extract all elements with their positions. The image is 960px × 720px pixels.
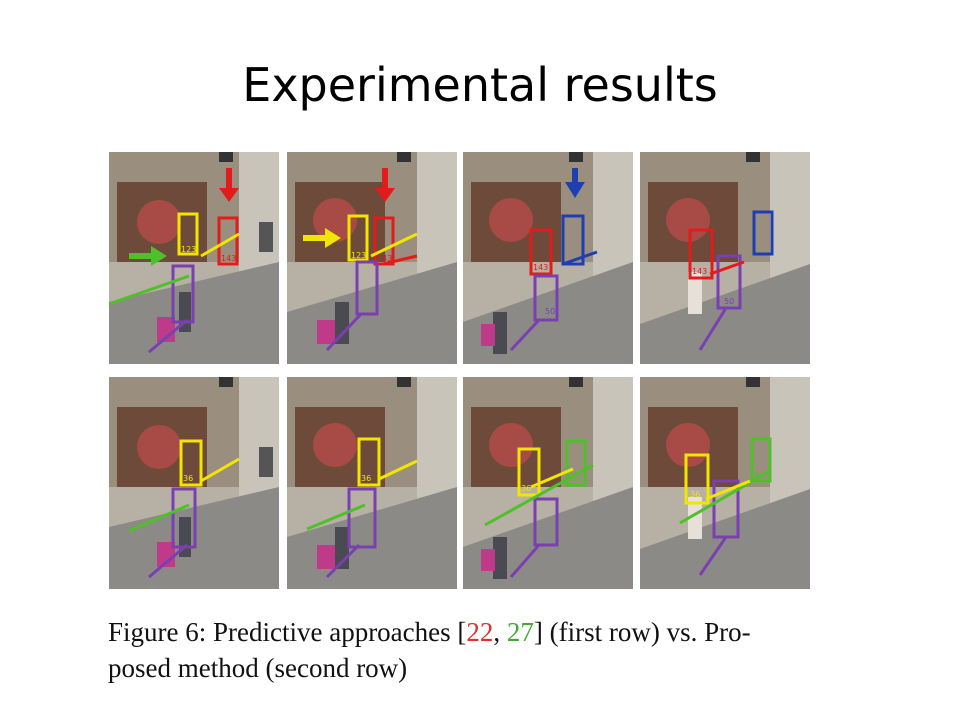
figure-panel-row2-frame2: 36 bbox=[287, 377, 457, 589]
track-label: 123 bbox=[351, 251, 366, 260]
track-label: 143 bbox=[221, 254, 236, 263]
track-box-red bbox=[529, 228, 553, 276]
track-box-green bbox=[565, 439, 587, 487]
track-label: 143 bbox=[377, 254, 392, 263]
track-label: 36 bbox=[690, 490, 700, 499]
green-arrow-icon bbox=[129, 246, 167, 266]
track-label: 50 bbox=[724, 297, 734, 306]
caption-separator: , bbox=[493, 617, 507, 647]
track-label: 36 bbox=[183, 474, 193, 483]
figure-caption: Figure 6: Predictive approaches [22, 27]… bbox=[108, 614, 828, 686]
track-label: 50 bbox=[569, 474, 579, 483]
track-box-blue bbox=[752, 210, 774, 256]
caption-prefix: Figure 6: Predictive approaches [ bbox=[108, 617, 467, 647]
figure-panel-row2-frame3: 36 50 bbox=[463, 377, 633, 589]
figure-panel-row1-frame3: 143 50 bbox=[463, 152, 633, 364]
blue-arrow-icon bbox=[565, 168, 585, 198]
track-box-green bbox=[750, 437, 772, 483]
figure-panel-row2-frame1: 36 bbox=[109, 377, 279, 589]
track-label: 123 bbox=[181, 245, 196, 254]
track-box-purple bbox=[533, 497, 559, 547]
slide-title: Experimental results bbox=[242, 58, 718, 112]
track-label: 50 bbox=[545, 307, 555, 316]
track-box-yellow bbox=[177, 212, 199, 256]
track-box-purple bbox=[533, 274, 559, 322]
track-box-purple bbox=[347, 487, 377, 549]
red-arrow-icon bbox=[375, 168, 395, 202]
caption-line-2: posed method (second row) bbox=[108, 653, 408, 683]
track-label: 143 bbox=[533, 263, 548, 272]
track-label: 36 bbox=[521, 484, 531, 493]
red-arrow-icon bbox=[219, 168, 239, 202]
track-label: 50 bbox=[754, 470, 764, 479]
track-box-purple bbox=[355, 260, 379, 316]
track-box-red bbox=[217, 216, 239, 266]
yellow-arrow-icon bbox=[303, 228, 341, 248]
track-box-blue bbox=[561, 214, 585, 266]
caption-line-1: Figure 6: Predictive approaches [22, 27]… bbox=[108, 614, 828, 650]
track-label: 36 bbox=[361, 474, 371, 483]
track-box-yellow bbox=[517, 447, 541, 497]
figure-panel-row1-frame1: 123 143 bbox=[109, 152, 279, 364]
track-label: 143 bbox=[692, 267, 707, 276]
track-box-yellow bbox=[179, 439, 203, 487]
citation-link[interactable]: 27 bbox=[506, 617, 534, 647]
track-box-yellow bbox=[357, 437, 381, 487]
track-box-red bbox=[688, 228, 714, 280]
figure-panel-row1-frame2: 123 143 bbox=[287, 152, 457, 364]
caption-mid: ] (first row) vs. Pro- bbox=[533, 617, 751, 647]
track-box-yellow bbox=[684, 453, 710, 505]
track-box-purple bbox=[716, 254, 742, 310]
citation-link[interactable]: 22 bbox=[466, 617, 494, 647]
figure-panel-row1-frame4: 143 50 bbox=[640, 152, 810, 364]
track-box-yellow bbox=[347, 214, 369, 262]
figure-panel-row2-frame4: 36 50 bbox=[640, 377, 810, 589]
